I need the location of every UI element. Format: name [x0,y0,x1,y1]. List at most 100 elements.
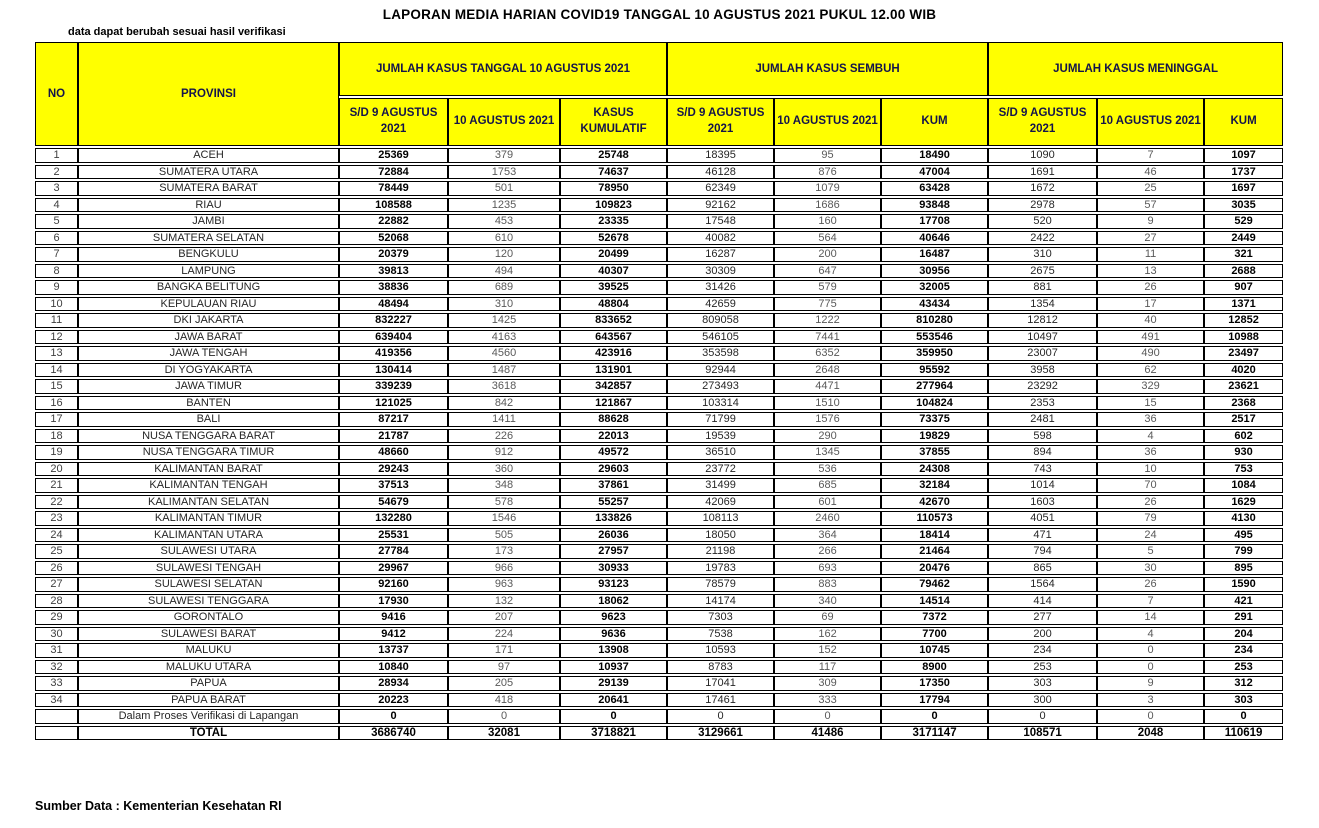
sembuh-kum-cell: 104824 [881,395,989,410]
row-number-cell: 29 [35,610,78,625]
verification-note: data dapat berubah sesuai hasil verifika… [68,26,286,38]
sembuh-kum-cell: 16487 [881,247,989,262]
sembuh-sd9-cell: 46128 [667,164,775,179]
kasus-kumulatif-cell: 13908 [560,643,668,658]
kasus-kumulatif-cell: 29139 [560,676,668,691]
meninggal-kum-cell: 421 [1204,593,1284,608]
sembuh-sd9-cell: 42659 [667,296,775,311]
meninggal-kum-cell: 1084 [1204,478,1284,493]
province-name-cell: DI YOGYAKARTA [78,362,339,377]
meninggal-kum-cell: 495 [1204,527,1284,542]
sembuh-10agt-cell: 160 [774,214,882,229]
province-row: 2 SUMATERA UTARA 72884 1753 74637 46128 876 470… [35,164,1284,179]
sembuh-sd9-cell: 92162 [667,197,775,212]
kasus-10agt-cell: 1546 [448,511,560,526]
province-name-cell: JAMBI [78,214,339,229]
province-name-cell: PAPUA [78,676,339,691]
meninggal-kum-cell: 291 [1204,610,1284,625]
col-header-provinsi: PROVINSI [78,42,339,146]
meninggal-sd9-cell: 1603 [988,494,1098,509]
meninggal-sd9-cell: 253 [988,659,1098,674]
row-number-cell: 27 [35,577,78,592]
province-name-cell: BANTEN [78,395,339,410]
meninggal-sd9-cell: 794 [988,544,1098,559]
meninggal-sd9-cell: 12812 [988,313,1098,328]
meninggal-kum-cell: 1097 [1204,148,1284,163]
sembuh-10agt-cell: 536 [774,461,882,476]
province-row: 7 BENGKULU 20379 120 20499 16287 200 16487 310 11… [35,247,1284,262]
meninggal-kum-cell: 895 [1204,560,1284,575]
sembuh-kum-cell: 3171147 [881,725,989,740]
subheader-kasus-sd9: S/D 9 AGUSTUS 2021 [339,98,448,146]
kasus-10agt-cell: 310 [448,296,560,311]
meninggal-kum-cell: 23621 [1204,379,1284,394]
kasus-kumulatif-cell: 133826 [560,511,668,526]
province-row: 17 BALI 87217 1411 88628 71799 1576 73375 2481 36… [35,412,1284,427]
meninggal-kum-cell: 1590 [1204,577,1284,592]
meninggal-sd9-cell: 2353 [988,395,1098,410]
kasus-kumulatif-cell: 109823 [560,197,668,212]
sembuh-kum-cell: 32005 [881,280,989,295]
province-name-cell: Dalam Proses Verifikasi di Lapangan [78,709,339,724]
kasus-kumulatif-cell: 37861 [560,478,668,493]
kasus-kumulatif-cell: 131901 [560,362,668,377]
sembuh-sd9-cell: 0 [667,709,775,724]
sembuh-sd9-cell: 19539 [667,428,775,443]
sembuh-10agt-cell: 333 [774,692,882,707]
kasus-10agt-cell: 842 [448,395,560,410]
kasus-10agt-cell: 226 [448,428,560,443]
sembuh-sd9-cell: 19783 [667,560,775,575]
province-row: 29 GORONTALO 9416 207 9623 7303 69 7372 277 14 291 [35,610,1284,625]
province-name-cell: SULAWESI UTARA [78,544,339,559]
kasus-10agt-cell: 360 [448,461,560,476]
sembuh-10agt-cell: 364 [774,527,882,542]
kasus-kumulatif-cell: 10937 [560,659,668,674]
province-row: 11 DKI JAKARTA 832227 1425 833652 809058 1222 8… [35,313,1284,328]
province-name-cell: KALIMANTAN TIMUR [78,511,339,526]
sembuh-10agt-cell: 2648 [774,362,882,377]
kasus-sd9-cell: 27784 [339,544,448,559]
province-name-cell: GORONTALO [78,610,339,625]
meninggal-sd9-cell: 310 [988,247,1098,262]
sembuh-kum-cell: 17350 [881,676,989,691]
kasus-sd9-cell: 121025 [339,395,448,410]
meninggal-kum-cell: 2368 [1204,395,1284,410]
kasus-kumulatif-cell: 55257 [560,494,668,509]
kasus-10agt-cell: 505 [448,527,560,542]
sembuh-sd9-cell: 16287 [667,247,775,262]
meninggal-kum-cell: 234 [1204,643,1284,658]
subheader-sembuh-10agt: 10 AGUSTUS 2021 [774,98,882,146]
province-row: 33 PAPUA 28934 205 29139 17041 309 17350 303 9 312 [35,676,1284,691]
sembuh-sd9-cell: 17461 [667,692,775,707]
province-name-cell: DKI JAKARTA [78,313,339,328]
sembuh-sd9-cell: 92944 [667,362,775,377]
sembuh-sd9-cell: 62349 [667,181,775,196]
meninggal-sd9-cell: 2481 [988,412,1098,427]
sembuh-sd9-cell: 18050 [667,527,775,542]
kasus-sd9-cell: 48660 [339,445,448,460]
sembuh-kum-cell: 17794 [881,692,989,707]
sembuh-kum-cell: 37855 [881,445,989,460]
kasus-kumulatif-cell: 20641 [560,692,668,707]
sembuh-sd9-cell: 78579 [667,577,775,592]
meninggal-kum-cell: 23497 [1204,346,1284,361]
meninggal-10agt-cell: 3 [1097,692,1205,707]
sembuh-10agt-cell: 1686 [774,197,882,212]
subheader-sembuh-kum: KUM [881,98,989,146]
sembuh-10agt-cell: 883 [774,577,882,592]
sembuh-10agt-cell: 876 [774,164,882,179]
meninggal-10agt-cell: 329 [1097,379,1205,394]
sembuh-10agt-cell: 7441 [774,329,882,344]
meninggal-sd9-cell: 2675 [988,263,1098,278]
province-name-cell: SUMATERA UTARA [78,164,339,179]
province-row: 8 LAMPUNG 39813 494 40307 30309 647 30956 2675 13… [35,263,1284,278]
sembuh-kum-cell: 93848 [881,197,989,212]
meninggal-kum-cell: 602 [1204,428,1284,443]
kasus-sd9-cell: 17930 [339,593,448,608]
sembuh-kum-cell: 32184 [881,478,989,493]
sembuh-sd9-cell: 353598 [667,346,775,361]
sembuh-kum-cell: 20476 [881,560,989,575]
sembuh-kum-cell: 553546 [881,329,989,344]
sembuh-sd9-cell: 17041 [667,676,775,691]
row-number-cell: 22 [35,494,78,509]
